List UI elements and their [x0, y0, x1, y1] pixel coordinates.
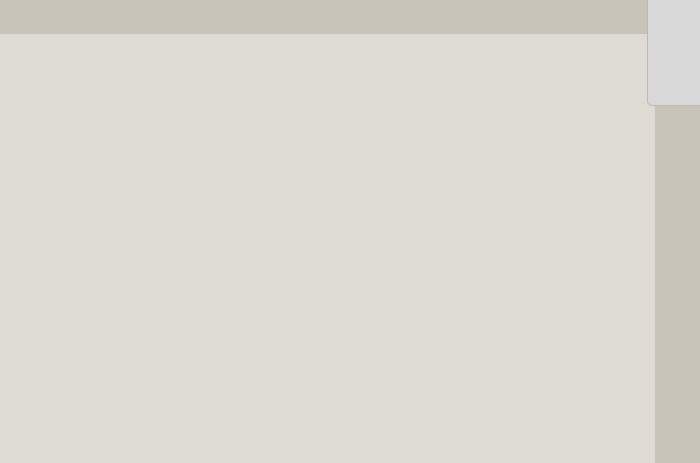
Text: Observations of Reaction and Products:: Observations of Reaction and Products:: [49, 163, 328, 176]
Text: 2.: 2.: [20, 163, 33, 176]
Text: Ammonium Bicarbonate and Heat: Ammonium Bicarbonate and Heat: [13, 54, 214, 67]
Text: 4.: 4.: [20, 255, 33, 268]
Text: experiment, and one of the gases is readily identifiable by smell, the other gas: experiment, and one of the gases is read…: [13, 79, 665, 89]
Text: Likely Reaction Type:: Likely Reaction Type:: [49, 232, 197, 245]
Text: Likely Products Produced:: Likely Products Produced:: [49, 255, 232, 268]
Text: Balanced Chemical Equation for the Reaction:: Balanced Chemical Equation for the React…: [49, 318, 371, 331]
Text: Observations of Reactants:: Observations of Reactants:: [49, 97, 240, 110]
Text: 1.: 1.: [20, 97, 33, 110]
Text: 3.: 3.: [20, 232, 33, 245]
Text: 5.: 5.: [20, 318, 33, 331]
Text: The one reactant produces three separate produces, two gases and one liquid.  Th: The one reactant produces three separate…: [13, 67, 648, 77]
